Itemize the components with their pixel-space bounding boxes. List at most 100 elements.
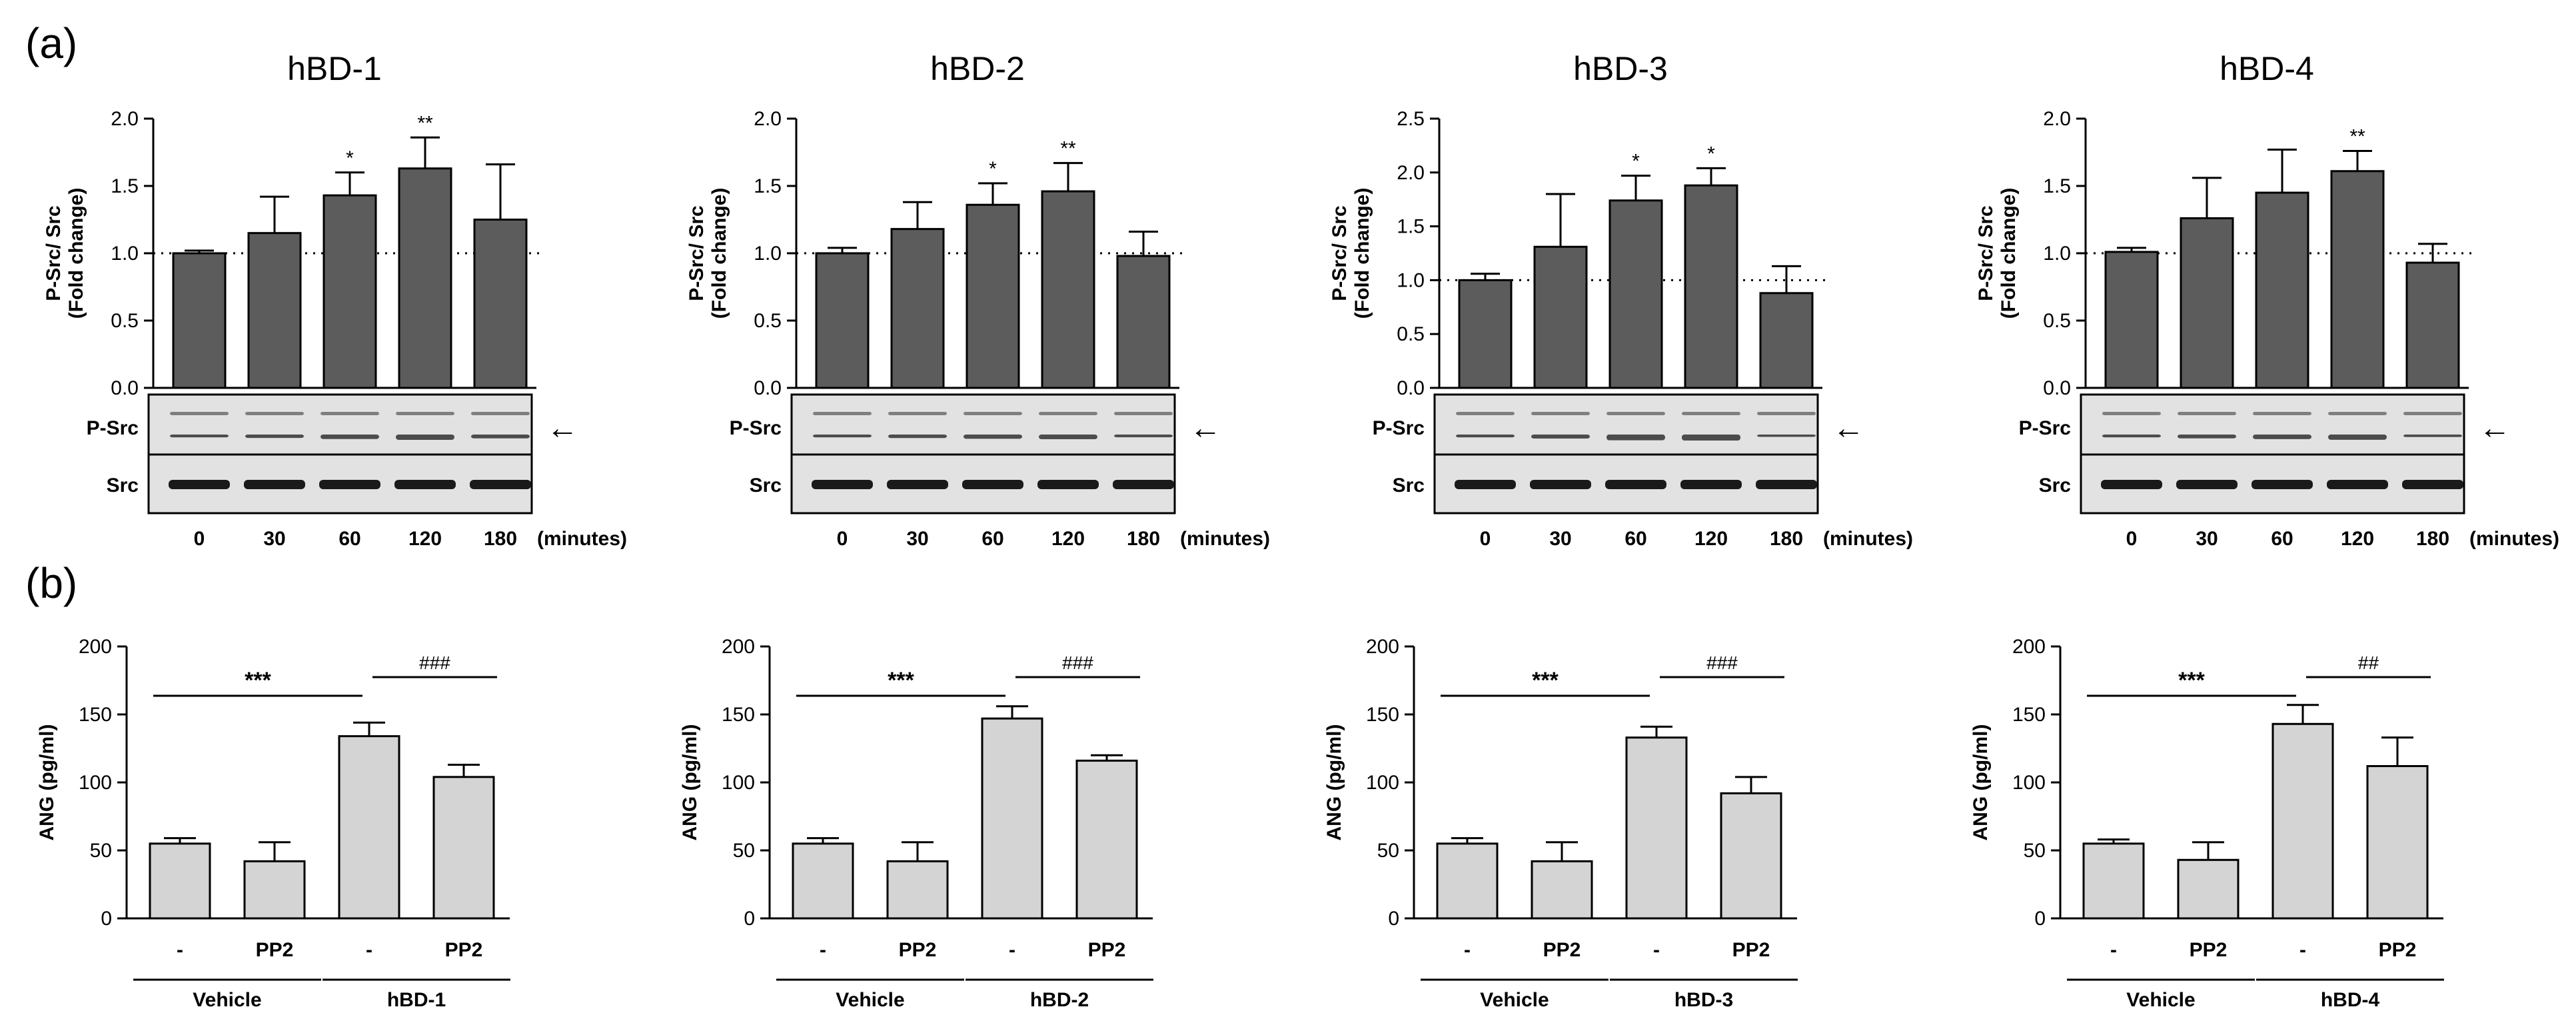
bar [1720, 792, 1782, 920]
blot-band [1113, 480, 1174, 489]
y-tick-label: 1.5 [1397, 216, 1425, 238]
chart-b2: ANG (pg/ml) 0 50 100 150 200 - PP2 - PP2 *** ### Veh… [679, 636, 1153, 1011]
y-tick-label: 50 [90, 840, 112, 862]
blot-band [962, 480, 1023, 489]
blot-band [2328, 435, 2387, 440]
blot-band [2252, 480, 2313, 489]
blot-label-src: Src [750, 475, 782, 497]
x-tick-label: PP2 [445, 939, 483, 961]
minutes-label: (minutes) [1180, 528, 1270, 550]
bar [172, 252, 227, 389]
bar [2082, 842, 2145, 920]
blot-band [813, 412, 872, 415]
blot-band [321, 435, 379, 439]
x-tick-label: - [2110, 939, 2117, 961]
y-axis-label: (Fold change) [1998, 188, 2020, 319]
blot-band [1456, 435, 1515, 438]
chart-a2: hBD-2 P-Src/ Src (Fold change) 0.0 0.5 1.0 1.5… [686, 50, 1270, 550]
panel-label-b: (b) [25, 559, 78, 607]
y-tick-label: 2.0 [1397, 162, 1425, 184]
blot-band [1682, 435, 1740, 441]
x-tick-label: 180 [484, 528, 517, 550]
blot-band [1039, 412, 1097, 415]
x-tick-label: - [366, 939, 372, 961]
x-tick-label: PP2 [2190, 939, 2228, 961]
y-tick-label: 0.0 [1397, 377, 1425, 399]
comparison-label: ### [1062, 652, 1093, 673]
x-tick-label: - [2299, 939, 2306, 961]
comparison-label: *** [1532, 668, 1559, 693]
minutes-label: (minutes) [537, 528, 627, 550]
x-tick-label: - [1653, 939, 1660, 961]
blot-band [2328, 412, 2387, 415]
blot-band [1531, 435, 1590, 439]
blot-band [170, 412, 229, 415]
comparison-label: *** [245, 668, 271, 693]
blot-band [2253, 412, 2311, 415]
y-tick-label: 1.5 [2043, 175, 2071, 197]
bar [886, 860, 949, 920]
blot-band [2403, 412, 2462, 415]
blot-band [2101, 480, 2162, 489]
x-tick-label: PP2 [1088, 939, 1126, 961]
group-label: Vehicle [836, 989, 904, 1011]
blot-band [1039, 435, 1097, 439]
y-axis-label: ANG (pg/ml) [1970, 724, 1992, 841]
y-tick-label: 0.0 [2043, 377, 2071, 399]
blot-band [1757, 435, 1816, 437]
blot-band [1456, 412, 1515, 415]
x-tick-label: 0 [1480, 528, 1491, 550]
y-axis-label: P-Src/ Src [43, 205, 65, 301]
blot-band [244, 480, 305, 489]
y-tick-label: 200 [79, 636, 112, 658]
y-tick-label: 150 [722, 704, 755, 726]
bar [2177, 858, 2240, 920]
blot-band [1455, 480, 1516, 489]
blot-label-src: Src [107, 475, 139, 497]
x-tick-label: 30 [906, 528, 928, 550]
bar [432, 776, 495, 920]
blot-label-src: Src [2039, 475, 2071, 497]
blot-band [812, 480, 873, 489]
y-tick-label: 2.5 [1397, 108, 1425, 130]
blot-band [1756, 480, 1817, 489]
significance-mark: * [346, 147, 354, 169]
chart-title: hBD-4 [2220, 50, 2314, 87]
x-tick-label: 30 [2196, 528, 2218, 550]
blot-band [245, 412, 304, 415]
y-tick-label: 1.5 [754, 175, 782, 197]
group-label: hBD-1 [387, 989, 446, 1011]
y-tick-label: 50 [733, 840, 755, 862]
y-tick-label: 1.0 [1397, 269, 1425, 291]
blot-band [1037, 480, 1099, 489]
blot-band [1607, 435, 1665, 441]
panel-label-a: (a) [25, 19, 78, 67]
y-tick-label: 0 [101, 908, 112, 930]
bar [1609, 199, 1663, 389]
blot-band [321, 412, 379, 415]
blot-band [964, 435, 1022, 439]
blot-band [888, 412, 947, 415]
blot-band [245, 435, 304, 439]
y-axis-label: P-Src/ Src [686, 205, 708, 301]
blot-band [2403, 435, 2462, 437]
blot-psrc [2080, 393, 2465, 456]
blot-band [470, 480, 531, 489]
bar [1531, 860, 1593, 920]
arrow-icon: ← [1189, 411, 1221, 446]
chart-a3: hBD-3 P-Src/ Src (Fold change) 0.0 0.5 1.0 1.5… [1329, 50, 1913, 550]
blot-band [888, 435, 947, 439]
minutes-label: (minutes) [2469, 528, 2559, 550]
y-tick-label: 2.0 [2043, 108, 2071, 130]
x-tick-label: 180 [1127, 528, 1160, 550]
bar [2271, 722, 2334, 920]
y-tick-label: 0 [1388, 908, 1399, 930]
bar [1458, 279, 1513, 389]
comparison-label: ### [1706, 652, 1738, 673]
y-tick-label: 0.0 [111, 377, 139, 399]
y-tick-label: 50 [1377, 840, 1399, 862]
blot-band [396, 435, 454, 440]
y-axis-label: (Fold change) [708, 188, 730, 319]
x-tick-label: - [177, 939, 183, 961]
blot-band [2178, 412, 2236, 415]
